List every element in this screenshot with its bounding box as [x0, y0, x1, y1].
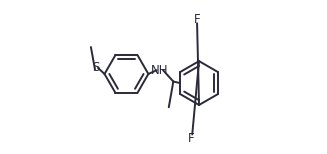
Text: S: S	[93, 61, 100, 74]
Text: F: F	[188, 132, 195, 145]
Text: NH: NH	[151, 64, 168, 77]
Text: F: F	[194, 13, 201, 26]
